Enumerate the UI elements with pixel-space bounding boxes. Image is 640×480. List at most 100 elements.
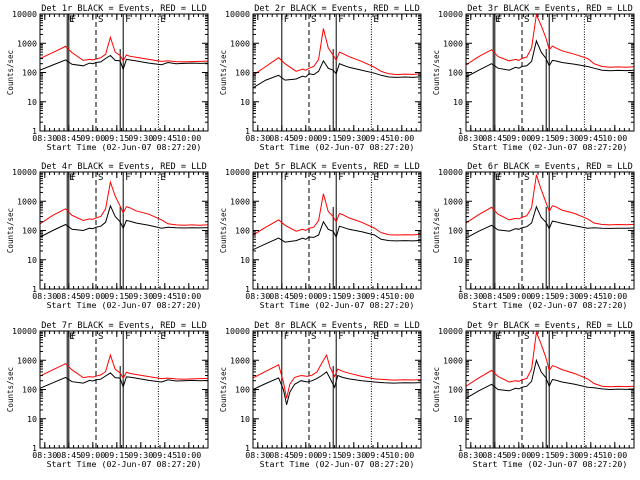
chart-title: Det 1r BLACK = Events, RED = LLD bbox=[41, 4, 207, 14]
y-tick-label: 10000 bbox=[225, 9, 250, 19]
series-line-events bbox=[253, 371, 421, 405]
x-axis-label: Start Time (02-Jun-07 08:27:20) bbox=[473, 459, 628, 469]
series-line-lld bbox=[253, 28, 421, 76]
x-tick-label: 09:30 bbox=[341, 291, 366, 301]
y-tick-label: 1 bbox=[458, 126, 463, 136]
x-tick-label: 09:00 bbox=[80, 133, 105, 143]
event-marker-label: F bbox=[338, 15, 343, 25]
y-tick-label: 10 bbox=[27, 414, 37, 424]
chart-title: Det 5r BLACK = Events, RED = LLD bbox=[254, 162, 420, 172]
event-marker-label: E bbox=[495, 332, 500, 342]
y-tick-label: 100 bbox=[22, 68, 37, 78]
event-marker-label: F bbox=[551, 173, 556, 183]
x-tick-label: 08:30 bbox=[245, 133, 270, 143]
x-tick-label: 08:30 bbox=[458, 291, 483, 301]
event-marker-label: F bbox=[338, 173, 343, 183]
y-tick-label: 100 bbox=[448, 68, 463, 78]
x-axis-label: Start Time (02-Jun-07 08:27:20) bbox=[47, 142, 202, 152]
x-tick-label: 09:30 bbox=[554, 133, 579, 143]
y-axis-label: Counts/sec bbox=[432, 367, 441, 412]
series-line-lld bbox=[253, 353, 421, 399]
event-marker-label: F bbox=[338, 332, 343, 342]
event-marker-label: S bbox=[524, 15, 529, 25]
x-tick-label: 10:00 bbox=[389, 133, 414, 143]
y-tick-label: 100 bbox=[235, 385, 250, 395]
x-axis-label: Start Time (02-Jun-07 08:27:20) bbox=[260, 300, 415, 310]
y-tick-label: 10000 bbox=[12, 167, 37, 177]
x-tick-label: 10:00 bbox=[389, 450, 414, 460]
x-tick-label: 10:00 bbox=[602, 450, 627, 460]
event-marker-label: F bbox=[71, 173, 76, 183]
x-axis-label: Start Time (02-Jun-07 08:27:20) bbox=[47, 459, 202, 469]
x-tick-label: 08:30 bbox=[32, 133, 57, 143]
y-tick-label: 1000 bbox=[17, 355, 37, 365]
x-tick-label: 08:45 bbox=[56, 133, 81, 143]
event-marker-label: E bbox=[160, 15, 165, 25]
event-marker-label: E bbox=[160, 332, 165, 342]
event-marker-label: S bbox=[311, 15, 316, 25]
event-marker-label: F bbox=[497, 15, 502, 25]
y-tick-label: 1000 bbox=[17, 38, 37, 48]
event-marker-label: E bbox=[495, 15, 500, 25]
x-tick-label: 08:30 bbox=[32, 450, 57, 460]
y-tick-label: 1000 bbox=[443, 355, 463, 365]
y-tick-label: 10 bbox=[240, 414, 250, 424]
y-tick-label: 1 bbox=[458, 443, 463, 453]
x-tick-label: 09:30 bbox=[341, 450, 366, 460]
y-tick-label: 10 bbox=[453, 255, 463, 265]
event-marker-label: F bbox=[71, 332, 76, 342]
x-tick-label: 09:15 bbox=[317, 291, 342, 301]
y-tick-label: 10 bbox=[27, 97, 37, 107]
x-tick-label: 09:00 bbox=[293, 450, 318, 460]
event-marker-label: E bbox=[69, 332, 74, 342]
event-marker-label: F bbox=[284, 173, 289, 183]
x-tick-label: 09:45 bbox=[365, 450, 390, 460]
event-marker-label: E bbox=[586, 173, 591, 183]
x-tick-label: 08:30 bbox=[458, 450, 483, 460]
chart-title: Det 4r BLACK = Events, RED = LLD bbox=[41, 162, 207, 172]
chart-title: Det 9r BLACK = Events, RED = LLD bbox=[467, 321, 633, 331]
event-marker-label: S bbox=[311, 332, 316, 342]
x-tick-label: 08:45 bbox=[56, 450, 81, 460]
y-tick-label: 1000 bbox=[230, 355, 250, 365]
y-tick-label: 10000 bbox=[12, 9, 37, 19]
series-line-events bbox=[253, 59, 421, 89]
y-tick-label: 100 bbox=[235, 68, 250, 78]
x-tick-label: 09:15 bbox=[104, 133, 129, 143]
x-axis-label: Start Time (02-Jun-07 08:27:20) bbox=[473, 300, 628, 310]
x-tick-label: 09:15 bbox=[104, 291, 129, 301]
y-axis-label: Counts/sec bbox=[6, 208, 15, 253]
event-marker-label: S bbox=[311, 173, 316, 183]
x-tick-label: 08:45 bbox=[482, 291, 507, 301]
chart-title: Det 6r BLACK = Events, RED = LLD bbox=[467, 162, 633, 172]
chart-title: Det 2r BLACK = Events, RED = LLD bbox=[254, 4, 420, 14]
series-line-events bbox=[40, 372, 208, 389]
x-tick-label: 09:30 bbox=[554, 291, 579, 301]
event-marker-label: E bbox=[373, 332, 378, 342]
y-axis-label: Counts/sec bbox=[6, 367, 15, 412]
y-tick-label: 1000 bbox=[230, 38, 250, 48]
x-tick-label: 08:45 bbox=[269, 450, 294, 460]
y-axis-label: Counts/sec bbox=[219, 367, 228, 412]
series-line-lld bbox=[40, 353, 208, 380]
x-tick-label: 08:45 bbox=[269, 133, 294, 143]
series-line-events bbox=[253, 220, 421, 251]
x-tick-label: 10:00 bbox=[602, 291, 627, 301]
y-tick-label: 10000 bbox=[12, 326, 37, 336]
x-tick-label: 09:30 bbox=[341, 133, 366, 143]
y-tick-label: 1000 bbox=[443, 38, 463, 48]
event-marker-label: E bbox=[586, 332, 591, 342]
x-tick-label: 10:00 bbox=[389, 291, 414, 301]
y-tick-label: 1 bbox=[32, 126, 37, 136]
y-tick-label: 1 bbox=[245, 126, 250, 136]
event-marker-label: F bbox=[284, 332, 289, 342]
series-line-lld bbox=[253, 193, 421, 236]
x-tick-label: 08:45 bbox=[56, 291, 81, 301]
x-tick-label: 09:30 bbox=[128, 133, 153, 143]
x-tick-label: 09:15 bbox=[530, 450, 555, 460]
y-tick-label: 100 bbox=[22, 385, 37, 395]
y-tick-label: 1 bbox=[245, 443, 250, 453]
